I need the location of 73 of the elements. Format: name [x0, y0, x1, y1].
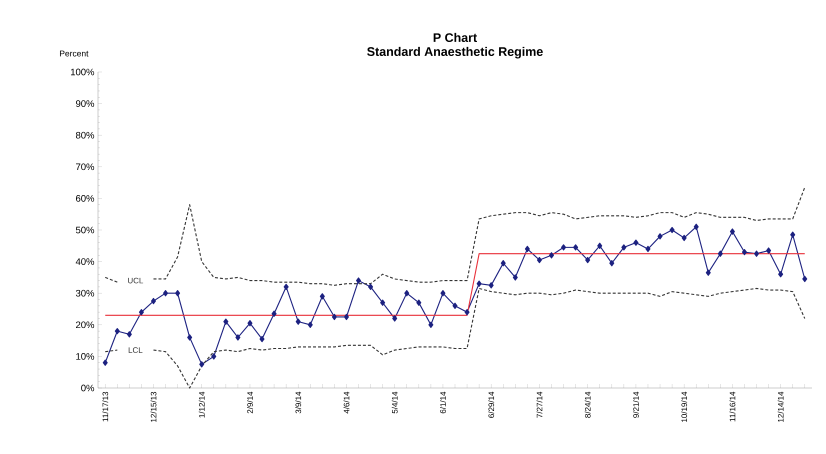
point — [718, 250, 723, 257]
y-tick-label: 0% — [81, 384, 94, 392]
point — [296, 318, 301, 325]
y-tick-label: 90% — [76, 100, 94, 107]
point — [380, 300, 386, 306]
y-tick-label: 10% — [76, 353, 94, 360]
point — [585, 256, 590, 264]
point — [778, 271, 784, 278]
point — [524, 246, 530, 252]
point — [320, 293, 325, 300]
point — [730, 228, 735, 235]
point — [247, 320, 252, 326]
point — [284, 284, 289, 290]
point — [706, 270, 711, 276]
point — [199, 361, 204, 368]
point — [344, 314, 349, 320]
point — [163, 290, 168, 296]
y-tick-label: 30% — [76, 290, 94, 297]
y-tick-label: 20% — [76, 321, 94, 328]
point — [658, 233, 663, 240]
point — [621, 244, 626, 251]
point — [392, 315, 398, 322]
point — [512, 274, 518, 281]
point — [223, 318, 228, 325]
point — [272, 310, 277, 317]
point — [500, 260, 506, 266]
point — [150, 298, 156, 304]
point — [187, 334, 192, 341]
point — [561, 244, 566, 251]
point — [308, 322, 313, 328]
point — [548, 252, 554, 258]
y-tick-label: 100% — [70, 68, 94, 76]
point — [416, 300, 422, 306]
point — [138, 309, 144, 316]
y-tick-label: 70% — [76, 163, 94, 170]
point — [694, 224, 699, 230]
point — [766, 247, 772, 254]
point — [235, 334, 240, 341]
point — [332, 314, 337, 320]
point — [211, 353, 216, 360]
y-tick-label: 40% — [76, 258, 94, 265]
point — [682, 234, 687, 242]
y-tick-label: 80% — [76, 132, 94, 139]
point — [464, 309, 470, 316]
point — [476, 280, 482, 287]
point — [102, 360, 108, 366]
point — [754, 250, 760, 257]
point — [175, 290, 180, 296]
point — [428, 322, 434, 328]
point — [573, 244, 578, 251]
point — [356, 277, 362, 284]
point — [260, 336, 265, 342]
point — [440, 290, 446, 296]
point — [790, 232, 796, 238]
point — [114, 328, 120, 334]
point — [404, 290, 410, 296]
point — [452, 302, 458, 309]
point — [126, 331, 132, 338]
y-axis-title: Percent — [60, 50, 88, 56]
point — [670, 226, 675, 234]
chart-title: P Chart — [434, 32, 477, 42]
point — [368, 284, 374, 290]
point — [742, 248, 747, 256]
y-tick-label: 50% — [76, 226, 94, 234]
point — [645, 246, 650, 252]
point — [488, 282, 494, 288]
point — [802, 276, 808, 282]
point — [536, 256, 542, 264]
chart-subtitle: Standard Anaesthetic Regime — [367, 46, 543, 58]
point — [597, 242, 602, 249]
y-tick-label: 60% — [76, 195, 94, 202]
point — [633, 239, 638, 246]
point — [609, 260, 614, 266]
